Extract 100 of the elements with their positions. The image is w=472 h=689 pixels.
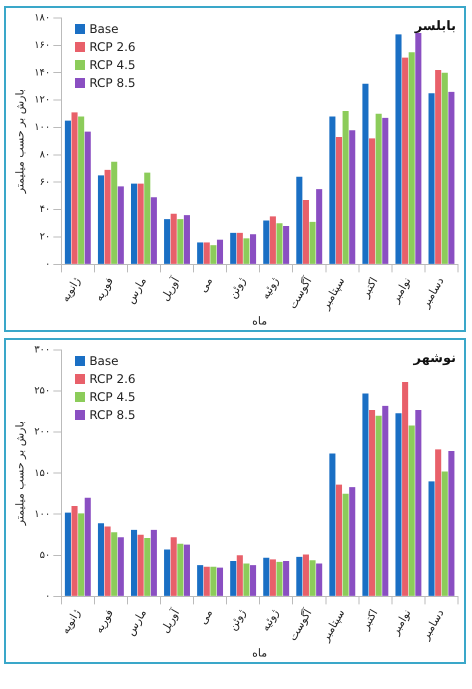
bar <box>71 506 78 596</box>
bar <box>310 222 316 264</box>
bar <box>204 242 210 264</box>
bar <box>78 116 84 264</box>
legend-label: RCP 2.6 <box>89 40 136 54</box>
bar <box>216 240 224 264</box>
y-tick-label: ۱۰۰ <box>34 508 50 520</box>
bar <box>448 92 454 264</box>
bar <box>138 184 144 264</box>
bar <box>204 566 210 596</box>
y-tick-label: ۸۰ <box>40 149 50 160</box>
x-tick-label: ژانویه <box>58 275 83 304</box>
bar <box>170 214 177 264</box>
bar <box>263 220 270 264</box>
bar <box>150 530 157 596</box>
bar <box>415 410 422 596</box>
bar <box>442 72 448 264</box>
bar <box>230 561 236 596</box>
legend-label: RCP 2.6 <box>89 372 136 386</box>
bar <box>296 176 302 264</box>
bar <box>144 172 150 264</box>
x-tick-label: ژوئن <box>226 607 248 633</box>
bar <box>131 184 138 264</box>
legend-label: Base <box>89 22 119 36</box>
bar <box>362 394 368 596</box>
bar <box>349 487 356 596</box>
x-tick-label: آوریل <box>157 274 183 304</box>
x-tick-label: می <box>196 274 216 295</box>
bar <box>276 562 283 596</box>
y-tick-label: ۱۲۰ <box>34 94 50 106</box>
x-tick-label: اکتبر <box>358 275 380 301</box>
bar <box>408 426 415 596</box>
bar <box>236 555 243 596</box>
y-tick-label: ۴۰ <box>40 204 50 216</box>
bar <box>435 449 442 596</box>
bar <box>138 534 144 596</box>
y-tick-label: ۰ <box>44 590 50 602</box>
bar <box>283 561 290 596</box>
bar <box>177 219 184 264</box>
bar <box>310 560 316 596</box>
bar <box>118 537 124 596</box>
bar <box>316 189 322 264</box>
x-tick-label: اکتبر <box>358 607 380 633</box>
bar <box>197 565 204 596</box>
y-tick-label: ۲۰۰ <box>34 426 50 438</box>
bar <box>270 559 276 596</box>
chart-title: بابلسر <box>414 18 456 34</box>
x-tick-label: آگوست <box>285 606 315 644</box>
bar <box>382 118 388 264</box>
bar <box>111 162 118 264</box>
y-tick-label: ۳۰۰ <box>34 344 50 356</box>
bar <box>395 34 402 264</box>
x-tick-label: فوریه <box>92 275 116 304</box>
x-tick-label: ژوئن <box>226 275 248 301</box>
legend-label: RCP 8.5 <box>89 76 136 90</box>
bar <box>210 245 216 264</box>
y-tick-label: ۱۶۰ <box>34 40 50 51</box>
bar <box>408 52 415 264</box>
bar <box>243 238 250 264</box>
bar <box>316 563 322 596</box>
x-axis-title: ماه <box>252 646 268 660</box>
bar <box>170 537 177 596</box>
bar <box>342 494 349 596</box>
x-axis-title: ماه <box>252 314 268 328</box>
legend-label: RCP 4.5 <box>89 58 136 72</box>
x-tick-label: آگوست <box>285 274 315 312</box>
bar <box>250 234 256 264</box>
bar <box>395 413 402 596</box>
bar <box>382 406 388 596</box>
legend-label: Base <box>89 354 119 368</box>
bar <box>448 450 454 596</box>
x-tick-label: دسامبر <box>418 274 447 311</box>
x-tick-label: مارس <box>124 274 150 306</box>
x-tick-label: سپتامبر <box>318 275 348 312</box>
bar <box>369 410 376 596</box>
bar <box>349 130 356 264</box>
bar <box>64 512 71 596</box>
x-tick-label: می <box>196 606 216 627</box>
bar <box>442 472 448 596</box>
legend-label: RCP 4.5 <box>89 390 136 404</box>
bar <box>250 565 256 596</box>
x-tick-label: ژوئیه <box>258 607 282 634</box>
x-tick-label: آوریل <box>157 606 183 636</box>
bar <box>243 563 250 596</box>
bar <box>376 114 382 264</box>
x-tick-label: مارس <box>124 606 150 638</box>
bar <box>342 111 349 264</box>
x-tick-label: ژوئیه <box>258 275 282 302</box>
bar <box>415 33 422 264</box>
bar <box>84 498 91 596</box>
bar <box>428 93 435 264</box>
bar <box>302 554 309 596</box>
bar <box>216 568 224 596</box>
y-axis-title: بارش بر حسب میلیمتر <box>13 421 26 526</box>
bar <box>118 186 124 264</box>
bar <box>402 382 408 596</box>
y-tick-label: ۶۰ <box>40 176 50 188</box>
bar <box>78 513 84 596</box>
bar <box>362 84 368 264</box>
bar <box>283 226 290 264</box>
